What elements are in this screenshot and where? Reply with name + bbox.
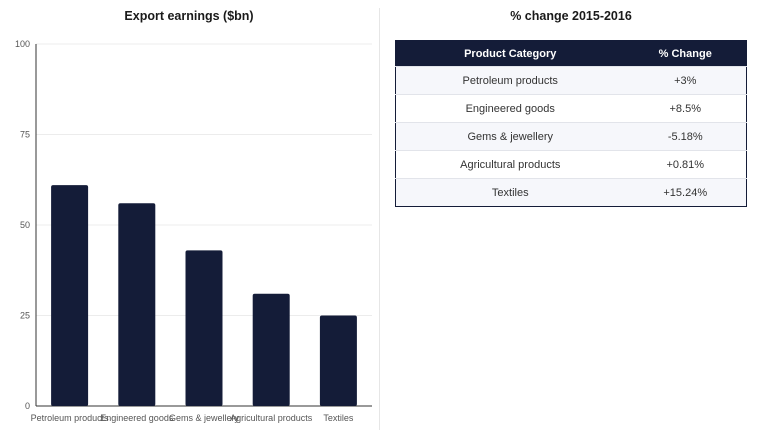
x-tick-label: Agricultural products [230,413,313,423]
table-row: Engineered goods +8.5% [395,94,747,123]
row-percent-change: +3% [624,66,747,95]
x-tick-label: Engineered goods [100,413,174,423]
row-category: Engineered goods [395,94,625,123]
table-row: Petroleum products +3% [395,66,747,95]
x-tick-label: Gems & jewellery [169,413,240,423]
table-row: Agricultural products +0.81% [395,150,747,179]
y-tick-label: 0 [25,401,30,411]
y-tick-label: 50 [20,220,30,230]
row-percent-change: -5.18% [624,122,747,151]
y-tick-label: 100 [15,39,30,49]
header-percent-change: % Change [624,40,747,67]
x-tick-label: Textiles [323,413,354,423]
percent-change-table: Product Category % Change Petroleum prod… [395,40,747,207]
table-row: Gems & jewellery -5.18% [395,122,747,151]
y-tick-label: 75 [20,130,30,140]
bar [118,203,156,406]
table-header-row: Product Category % Change [395,40,747,67]
table-row: Textiles +15.24% [395,178,747,207]
table-title: % change 2015-2016 [510,9,632,23]
y-tick-label: 25 [20,311,30,321]
row-category: Gems & jewellery [395,122,625,151]
row-percent-change: +15.24% [624,178,747,207]
header-product-category: Product Category [395,40,625,67]
panel-divider [379,8,380,430]
bar [185,250,223,406]
row-category: Agricultural products [395,150,625,179]
row-percent-change: +0.81% [624,150,747,179]
x-tick-label: Petroleum products [31,413,110,423]
bar [51,185,89,406]
chart-title: Export earnings ($bn) [124,9,254,23]
bar [252,293,290,406]
row-percent-change: +8.5% [624,94,747,123]
table-panel: % change 2015-2016 Product Category % Ch… [381,0,760,440]
bar [319,315,357,406]
row-category: Textiles [395,178,625,207]
bar-chart-panel: Export earnings ($bn) 0 25 50 75 100 Petroleu… [0,0,378,440]
row-category: Petroleum products [395,66,625,95]
